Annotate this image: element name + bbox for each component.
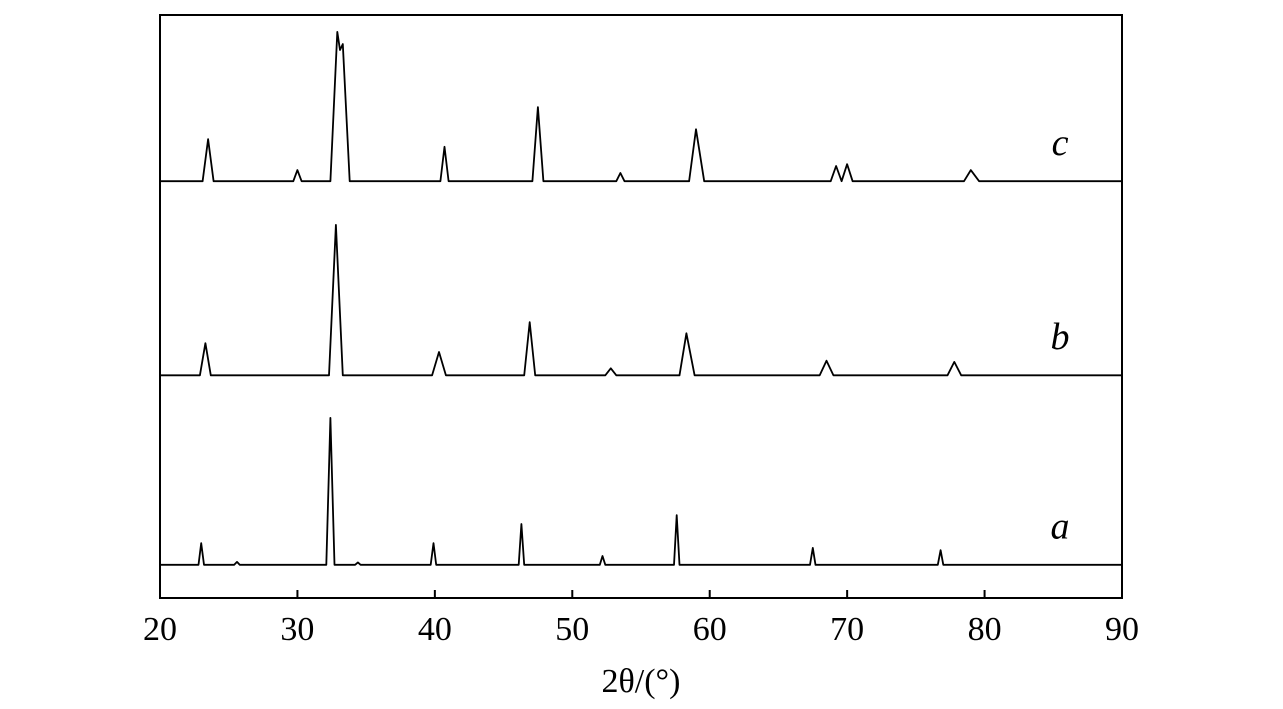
series-line [160, 224, 1122, 377]
x-tick-label: 30 [280, 611, 314, 648]
series-line [160, 417, 1122, 566]
plot-frame [159, 14, 1123, 599]
x-tick-label: 60 [693, 611, 727, 648]
series-label: a [1051, 505, 1070, 547]
x-axis-label: 2θ/(°) [602, 663, 681, 700]
series-label: c [1052, 122, 1069, 164]
x-tick-label: 70 [830, 611, 864, 648]
series-label: b [1051, 316, 1070, 358]
x-tick-label: 20 [143, 611, 177, 648]
x-tick-label: 40 [418, 611, 452, 648]
x-tick-label: 90 [1105, 611, 1139, 648]
series-line [160, 31, 1122, 183]
x-tick-label: 50 [555, 611, 589, 648]
x-tick-label: 80 [968, 611, 1002, 648]
